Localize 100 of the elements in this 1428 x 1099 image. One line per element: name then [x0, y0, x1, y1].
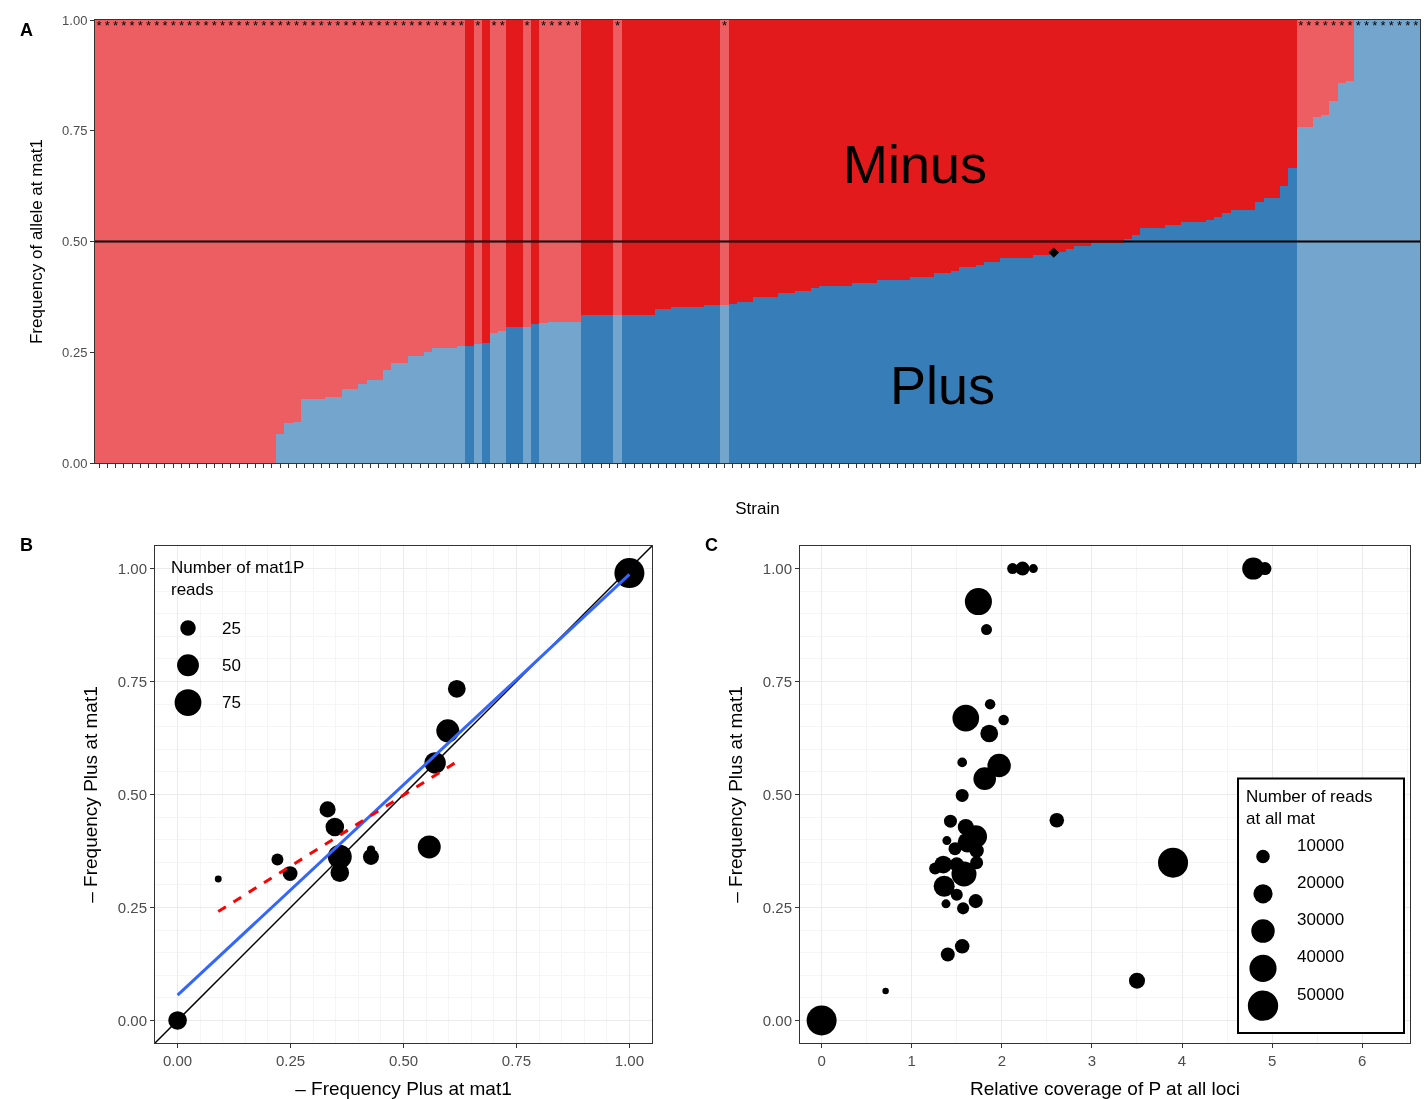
y-tick-label: 0.00	[762, 1011, 792, 1029]
data-label: *	[327, 17, 333, 33]
data-label: *	[113, 17, 119, 33]
data-label: *	[145, 17, 152, 33]
data-label: *	[162, 17, 168, 33]
x-tick-label: 5	[1267, 1052, 1277, 1069]
x-axis-title: Relative coverage of P at all loci	[969, 1078, 1241, 1099]
series-label: Minus	[843, 134, 988, 194]
x-axis-title: Strain	[735, 499, 780, 518]
x-tick-label: 0	[817, 1052, 826, 1069]
data-label: *	[310, 17, 316, 33]
y-axis-title: – Frequency Plus at mat1	[79, 686, 101, 903]
x-tick-label: 0.25	[275, 1052, 306, 1069]
y-tick-label: 0.75	[117, 672, 147, 690]
data-label: *	[178, 17, 184, 33]
x-tick-label: 1.00	[614, 1052, 645, 1069]
data-label: *	[368, 17, 374, 33]
y-axis-title: – Frequency Plus at mat1	[724, 686, 746, 903]
data-label: *	[228, 17, 234, 33]
data-label: *	[220, 17, 226, 33]
legend-label: 75	[222, 693, 241, 712]
y-tick-label: 0.50	[117, 785, 147, 803]
data-label: *	[450, 17, 456, 33]
data-label: *	[318, 17, 324, 33]
y-tick-label: 0.25	[762, 898, 792, 916]
data-label: *	[359, 17, 365, 33]
data-label: *	[236, 17, 242, 33]
data-label: *	[195, 17, 201, 33]
x-tick-label: 0.75	[501, 1052, 532, 1069]
text: A	[20, 20, 33, 40]
data-label: *	[1363, 17, 1370, 33]
data-label: *	[409, 17, 415, 33]
x-tick-label: 0.50	[388, 1052, 419, 1069]
data-label: *	[252, 17, 259, 33]
data-label: *	[458, 17, 464, 33]
y-tick-label: 0.00	[117, 1011, 147, 1029]
legend-label: 40000	[1297, 947, 1345, 966]
legend-label: 50	[222, 656, 241, 675]
text: B	[20, 535, 33, 555]
data-label: *	[121, 17, 127, 33]
data-label: *	[573, 17, 579, 33]
y-tick-label: 1.00	[62, 12, 88, 28]
data-label: *	[491, 17, 497, 33]
legend-label: 50000	[1297, 985, 1345, 1004]
data-label: *	[434, 17, 440, 33]
data-label: *	[1396, 17, 1402, 33]
data-label: *	[96, 17, 102, 33]
data-label: *	[540, 17, 547, 33]
data-label: *	[417, 17, 423, 33]
x-tick-label: 0.00	[162, 1052, 193, 1069]
data-label: *	[392, 17, 398, 33]
y-axis-title: Frequency of allele at mat1	[26, 138, 46, 345]
data-label: *	[565, 17, 571, 33]
data-label: *	[187, 17, 193, 33]
data-label: *	[137, 17, 143, 33]
data-label: *	[442, 17, 448, 33]
data-label: *	[335, 17, 341, 33]
data-label: *	[615, 17, 621, 33]
y-tick-label: 0.50	[62, 234, 88, 250]
data-label: *	[1355, 17, 1361, 33]
data-label: *	[557, 17, 563, 33]
data-label: *	[1314, 17, 1320, 33]
y-tick-label: 0.25	[62, 344, 88, 360]
data-label: *	[343, 17, 349, 33]
data-label: *	[129, 17, 135, 33]
data-label: *	[261, 17, 267, 33]
data-label: *	[1372, 17, 1378, 33]
data-label: *	[351, 17, 357, 33]
x-axis-title: – Frequency Plus at mat1	[295, 1078, 512, 1099]
data-label: *	[211, 17, 217, 33]
x-tick-label: 1	[907, 1052, 916, 1069]
data-label: *	[302, 17, 308, 33]
data-label: *	[549, 17, 555, 33]
legend-label: 10000	[1297, 836, 1345, 855]
data-label: *	[104, 17, 110, 33]
data-label: *	[1405, 17, 1411, 33]
y-tick-label: 1.00	[762, 559, 792, 577]
data-label: *	[285, 17, 291, 33]
x-tick-label: 3	[1087, 1052, 1097, 1069]
data-label: *	[401, 17, 407, 33]
data-label: *	[1388, 17, 1394, 33]
data-label: *	[244, 17, 250, 33]
data-label: *	[376, 17, 382, 33]
legend-label: 20000	[1297, 873, 1345, 892]
x-tick-label: 4	[1177, 1052, 1187, 1069]
y-tick-label: 0.75	[62, 123, 88, 139]
data-label: *	[1347, 17, 1353, 33]
data-label: *	[1331, 17, 1337, 33]
legend-label: 25	[222, 619, 241, 638]
series-label: Plus	[890, 355, 996, 415]
data-label: *	[1298, 17, 1304, 33]
x-tick-label: 2	[997, 1052, 1006, 1069]
data-label: *	[384, 17, 390, 33]
data-label: *	[499, 17, 505, 33]
data-label: *	[1413, 17, 1419, 33]
data-label: *	[277, 17, 283, 33]
data-label: *	[294, 17, 300, 33]
y-tick-label: 0.00	[62, 455, 88, 471]
legend-title: Number of mat1P reads	[171, 558, 305, 600]
x-tick-label: 6	[1358, 1052, 1367, 1069]
